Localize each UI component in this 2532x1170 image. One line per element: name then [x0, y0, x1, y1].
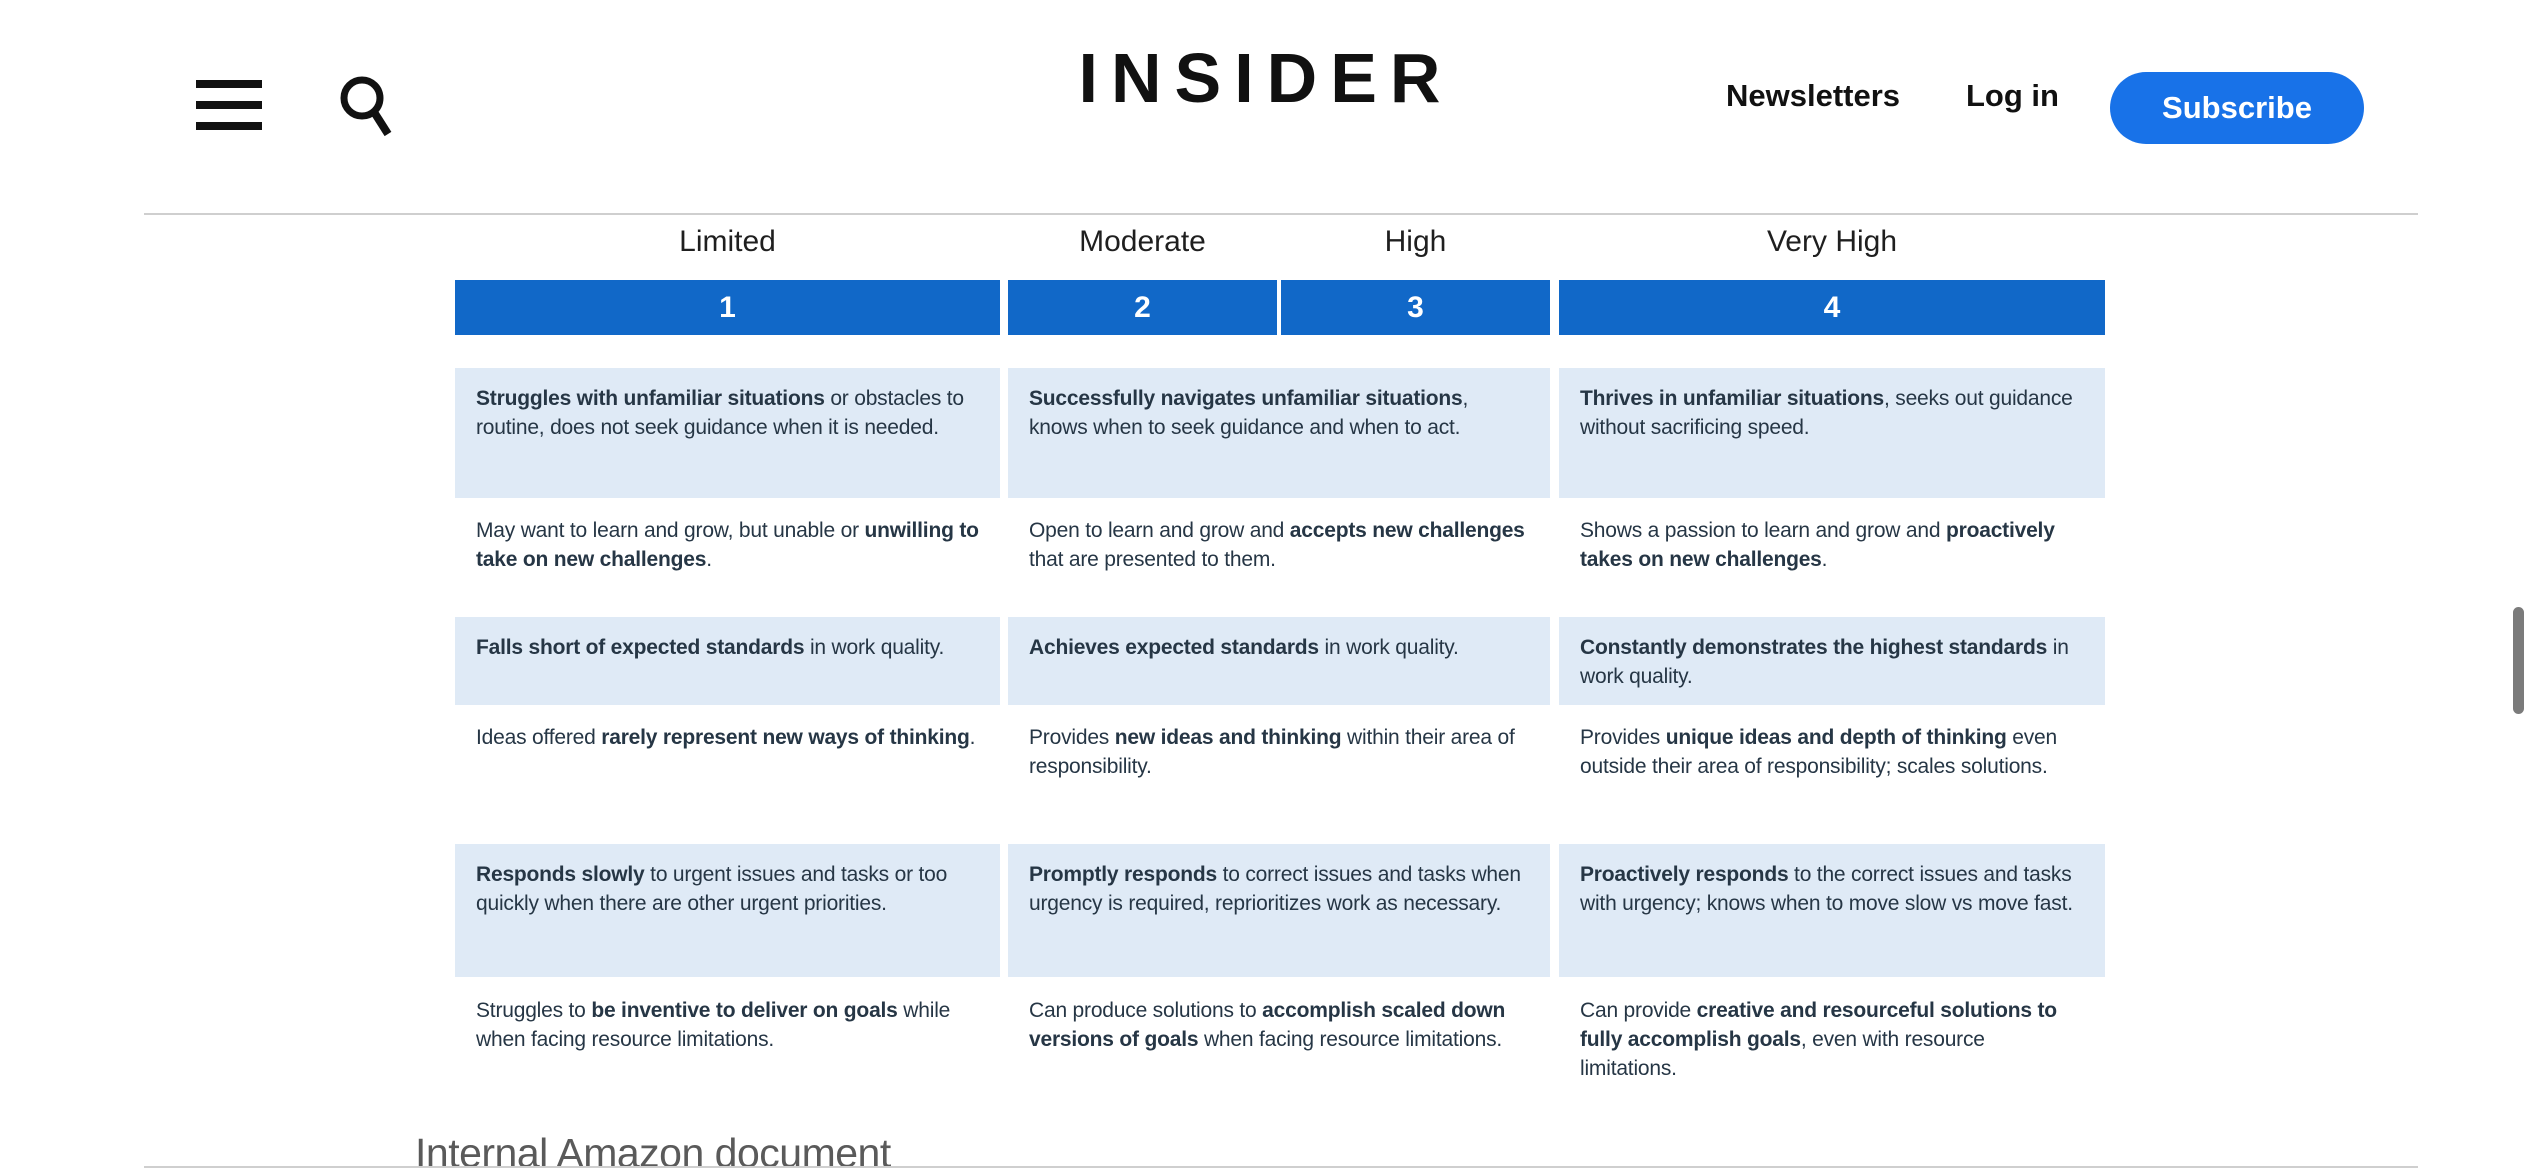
- table-cell: Provides unique ideas and depth of think…: [1580, 726, 2057, 778]
- menu-bar: [196, 101, 262, 109]
- table-cell: May want to learn and grow, but unable o…: [476, 519, 979, 571]
- bottom-divider: [144, 1166, 2418, 1168]
- scrollbar-thumb[interactable]: [2513, 607, 2524, 714]
- table-cell: Achieves expected standards in work qual…: [1008, 617, 1550, 705]
- column-label-very-high: Very High: [1766, 225, 1898, 258]
- table-cell: Can produce solutions to accomplish scal…: [1029, 999, 1506, 1051]
- table-cell: Thrives in unfamiliar situations, seeks …: [1559, 368, 2105, 498]
- menu-bar: [196, 80, 262, 88]
- search-icon[interactable]: [338, 74, 396, 138]
- table-cell: Responds slowly to urgent issues and tas…: [455, 844, 1000, 977]
- table-cell: Struggles to be inventive to deliver on …: [476, 999, 951, 1051]
- nav-newsletters-link[interactable]: Newsletters: [1726, 78, 1901, 113]
- table-cell: Successfully navigates unfamiliar situat…: [1008, 368, 1550, 498]
- table-cell: Constantly demonstrates the highest stan…: [1559, 617, 2105, 705]
- menu-icon[interactable]: [196, 80, 262, 130]
- rating-bar-2: 2: [1008, 280, 1277, 335]
- rating-bar-3: 3: [1281, 280, 1550, 335]
- table-cell: Open to learn and grow and accepts new c…: [1029, 519, 1525, 571]
- header-divider: [144, 213, 2418, 215]
- nav-login-link[interactable]: Log in: [1966, 78, 2059, 113]
- table-cell: Falls short of expected standards in wor…: [455, 617, 1000, 705]
- column-label-limited: Limited: [679, 225, 776, 258]
- menu-bar: [196, 122, 262, 130]
- site-logo[interactable]: INSIDER: [1078, 39, 1454, 117]
- table-cell: Ideas offered rarely represent new ways …: [476, 726, 976, 749]
- table-cell: Can provide creative and resourceful sol…: [1580, 999, 2057, 1080]
- subscribe-button[interactable]: Subscribe: [2110, 72, 2364, 144]
- rating-bar-1: 1: [455, 280, 1000, 335]
- table-cell: Proactively responds to the correct issu…: [1559, 844, 2105, 977]
- rating-bar-4: 4: [1559, 280, 2105, 335]
- column-label-high: High: [1384, 225, 1447, 258]
- table-cell: Struggles with unfamiliar situations or …: [455, 368, 1000, 498]
- table-cell: Provides new ideas and thinking within t…: [1029, 726, 1515, 778]
- figure-caption: Internal Amazon document: [415, 1130, 891, 1170]
- table-cell: Promptly responds to correct issues and …: [1008, 844, 1550, 977]
- column-label-moderate: Moderate: [1079, 225, 1206, 258]
- table-cell: Shows a passion to learn and grow and pr…: [1580, 519, 2055, 571]
